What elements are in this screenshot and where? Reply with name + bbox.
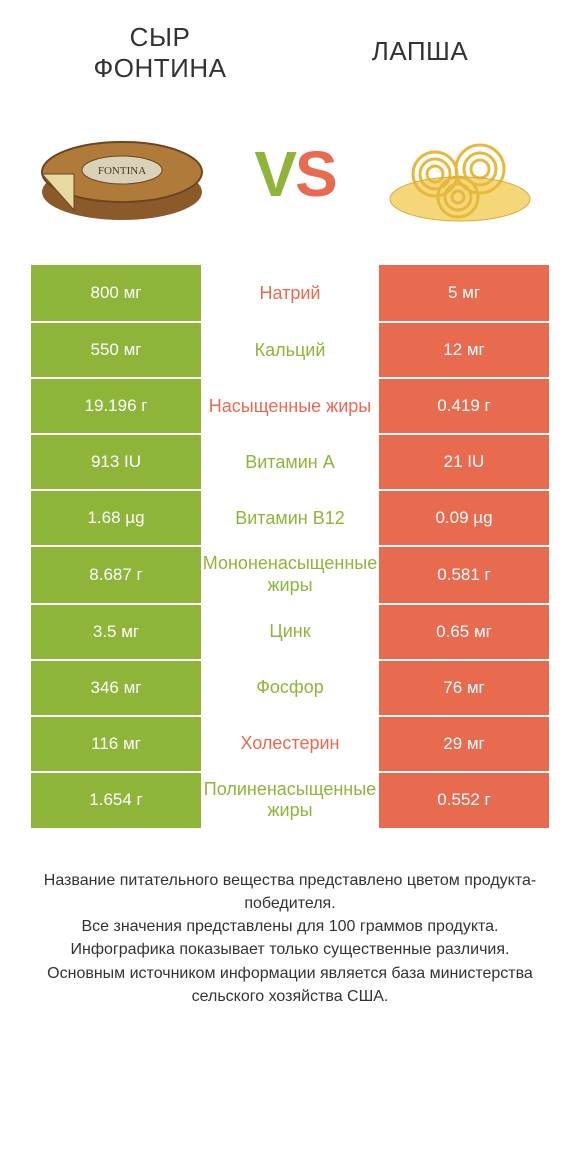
table-row: 913 IUВитамин A21 IU <box>31 433 549 489</box>
product-left-image: FONTINA <box>30 114 210 234</box>
hero-row: FONTINA VS <box>0 94 580 264</box>
cheese-icon: FONTINA <box>30 114 210 234</box>
table-row: 1.654 гПолиненасыщенные жиры0.552 г <box>31 771 549 828</box>
table-row: 800 мгНатрий5 мг <box>31 265 549 321</box>
cell-right-value: 5 мг <box>379 265 549 321</box>
cell-right-value: 21 IU <box>379 435 549 489</box>
cell-nutrient-label: Мононенасыщенные жиры <box>201 547 379 602</box>
cell-left-value: 19.196 г <box>31 379 201 433</box>
table-row: 19.196 гНасыщенные жиры0.419 г <box>31 377 549 433</box>
footer-notes: Название питательного вещества представл… <box>30 869 550 1008</box>
table-row: 3.5 мгЦинк0.65 мг <box>31 603 549 659</box>
cell-left-value: 1.68 µg <box>31 491 201 545</box>
cell-right-value: 0.419 г <box>379 379 549 433</box>
footer-line-4: Основным источником информации является … <box>30 962 550 1008</box>
cell-left-value: 800 мг <box>31 265 201 321</box>
vs-s: S <box>295 138 336 210</box>
cell-right-value: 0.552 г <box>379 773 549 828</box>
cell-nutrient-label: Фосфор <box>201 661 379 715</box>
product-left-title: СЫР ФОНТИНА <box>60 22 260 84</box>
table-row: 116 мгХолестерин29 мг <box>31 715 549 771</box>
cell-right-value: 29 мг <box>379 717 549 771</box>
cell-nutrient-label: Холестерин <box>201 717 379 771</box>
vs-label: VS <box>254 137 335 211</box>
cell-right-value: 0.581 г <box>379 547 549 602</box>
cell-nutrient-label: Витамин B12 <box>201 491 379 545</box>
footer-line-2: Все значения представлены для 100 граммо… <box>30 915 550 938</box>
cell-nutrient-label: Натрий <box>201 265 379 321</box>
cell-left-value: 3.5 мг <box>31 605 201 659</box>
cell-nutrient-label: Витамин A <box>201 435 379 489</box>
footer-line-1: Название питательного вещества представл… <box>30 869 550 915</box>
footer-line-3: Инфографика показывает только существенн… <box>30 938 550 961</box>
table-row: 8.687 гМононенасыщенные жиры0.581 г <box>31 545 549 602</box>
product-right-image <box>380 119 540 229</box>
cell-left-value: 550 мг <box>31 323 201 377</box>
cell-nutrient-label: Цинк <box>201 605 379 659</box>
cell-right-value: 0.65 мг <box>379 605 549 659</box>
product-right-title: ЛАПША <box>320 36 520 67</box>
nutrition-table: 800 мгНатрий5 мг550 мгКальций12 мг19.196… <box>30 264 550 828</box>
table-row: 1.68 µgВитамин B120.09 µg <box>31 489 549 545</box>
cell-left-value: 116 мг <box>31 717 201 771</box>
cell-left-value: 913 IU <box>31 435 201 489</box>
pasta-icon <box>380 119 540 229</box>
cell-right-value: 0.09 µg <box>379 491 549 545</box>
vs-v: V <box>254 138 295 210</box>
cell-left-value: 8.687 г <box>31 547 201 602</box>
cell-nutrient-label: Насыщенные жиры <box>201 379 379 433</box>
header: СЫР ФОНТИНА ЛАПША <box>0 0 580 94</box>
table-row: 550 мгКальций12 мг <box>31 321 549 377</box>
cell-nutrient-label: Кальций <box>201 323 379 377</box>
table-row: 346 мгФосфор76 мг <box>31 659 549 715</box>
cell-nutrient-label: Полиненасыщенные жиры <box>201 773 379 828</box>
cell-left-value: 1.654 г <box>31 773 201 828</box>
svg-text:FONTINA: FONTINA <box>98 165 146 177</box>
cell-right-value: 12 мг <box>379 323 549 377</box>
cell-left-value: 346 мг <box>31 661 201 715</box>
cell-right-value: 76 мг <box>379 661 549 715</box>
